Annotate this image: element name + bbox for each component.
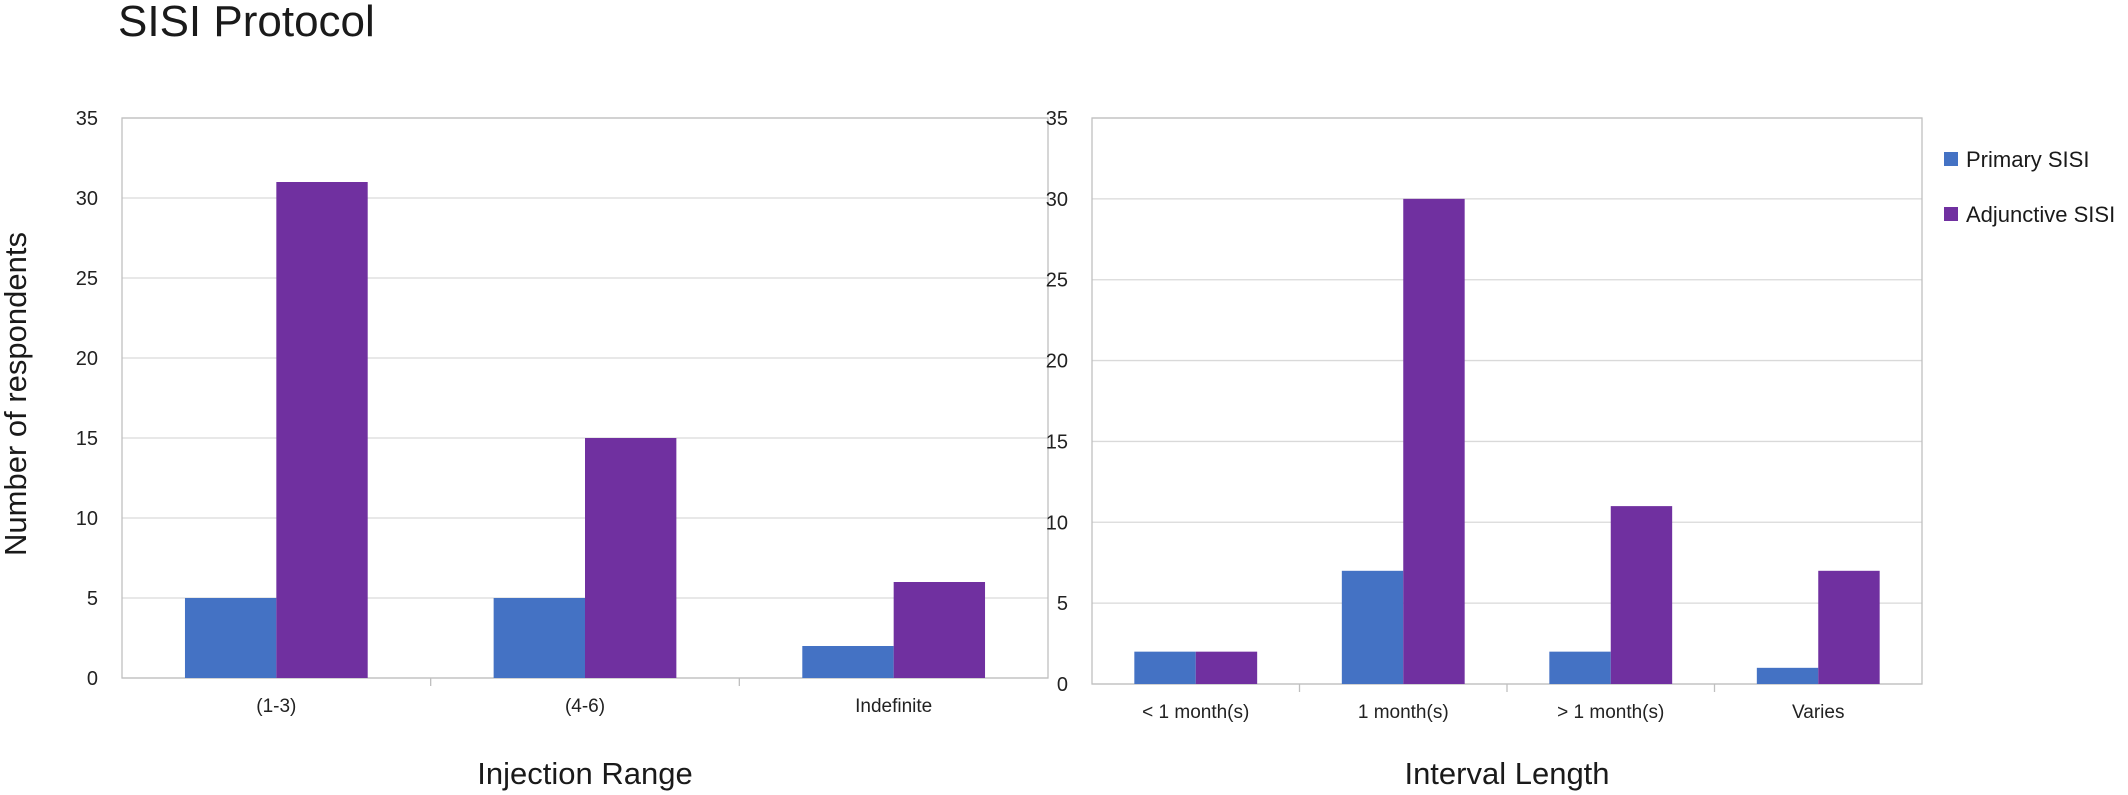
x-tick-label-varies: Varies: [1792, 702, 1844, 723]
bar-primary-varies: [1756, 667, 1819, 684]
y-tick-label-10: 10: [76, 508, 98, 530]
legend-swatch-adjunctive: [1944, 207, 1958, 221]
y-tick-label-15: 15: [1046, 431, 1068, 453]
legend-swatch-primary: [1944, 152, 1958, 166]
legend-label-adjunctive: Adjunctive SISI: [1966, 202, 2115, 227]
y-tick-label-35: 35: [1046, 108, 1068, 130]
bar-primary-4-6: [493, 598, 585, 678]
bar-primary-1-3: [184, 598, 277, 678]
y-tick-label-5: 5: [87, 588, 98, 610]
bar-adjunctive-1-month-s: [1403, 198, 1465, 684]
x-tick-label-1-month-s: > 1 month(s): [1557, 702, 1664, 723]
y-tick-label-10: 10: [1046, 512, 1068, 534]
y-tick-label-0: 0: [87, 668, 98, 690]
x-tick-label-1-month-s: < 1 month(s): [1142, 702, 1249, 723]
y-tick-label-25: 25: [1046, 270, 1068, 292]
figure-title: SISI Protocol: [118, 0, 375, 46]
bar-adjunctive-1-3: [276, 182, 368, 678]
x-tick-label-1-3: (1-3): [256, 696, 296, 717]
y-tick-label-0: 0: [1057, 674, 1068, 696]
x-tick-label-indefinite: Indefinite: [855, 696, 932, 717]
x-axis-title-injection-range: Injection Range: [477, 756, 692, 791]
y-tick-label-25: 25: [76, 268, 98, 290]
y-axis-title: Number of respondents: [0, 232, 33, 556]
bar-primary-1-month-s: [1341, 570, 1404, 684]
y-tick-label-30: 30: [1046, 189, 1068, 211]
plot-area-frame: [1091, 117, 1923, 685]
y-tick-label-5: 5: [1057, 593, 1068, 615]
bar-primary-indefinite: [802, 646, 894, 678]
x-axis-title-interval-length: Interval Length: [1404, 756, 1609, 791]
bar-adjunctive-indefinite: [893, 582, 986, 678]
y-tick-label-20: 20: [76, 348, 98, 370]
bar-adjunctive-1-month-s: [1195, 651, 1258, 684]
legend: Primary SISI Adjunctive SISI: [1944, 147, 2115, 227]
legend-label-primary: Primary SISI: [1966, 147, 2089, 172]
bar-primary-1-month-s: [1134, 651, 1196, 684]
chart-panel-interval-length: 0 5 10 15 20 25 30 35 < 1 month(s) 1 month(s) > 1 …: [1046, 108, 1923, 791]
x-tick-label-1-month-s: 1 month(s): [1358, 702, 1449, 723]
y-tick-label-20: 20: [1046, 351, 1068, 373]
y-tick-label-30: 30: [76, 188, 98, 210]
bar-primary-1-month-s: [1549, 651, 1611, 684]
bar-adjunctive-4-6: [585, 438, 677, 678]
bar-adjunctive-varies: [1818, 570, 1880, 684]
y-tick-label-35: 35: [76, 108, 98, 130]
chart-panel-injection-range: 0 5 10 15 20 25 30 35 (1-3) (4-6) Indefinite Inject…: [76, 108, 1049, 791]
y-tick-label-15: 15: [76, 428, 98, 450]
bar-adjunctive-1-month-s: [1610, 506, 1673, 684]
x-tick-label-4-6: (4-6): [565, 696, 605, 717]
